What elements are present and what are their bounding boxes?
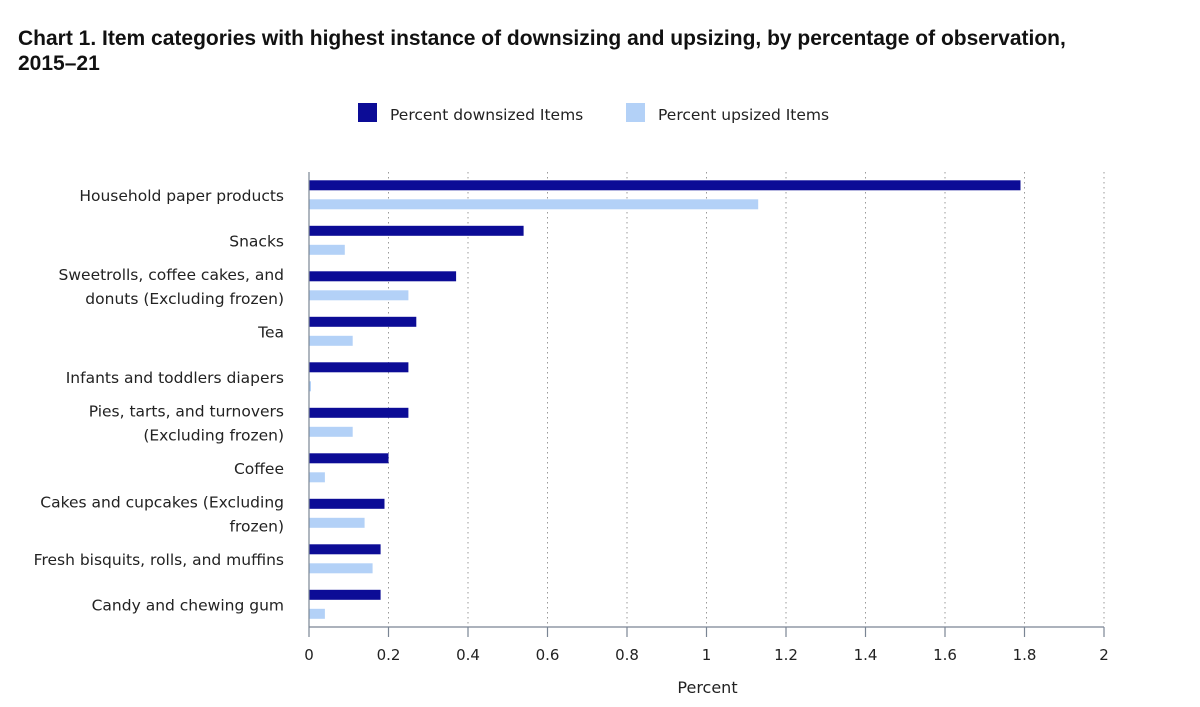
bar-downsized-5	[309, 362, 409, 373]
x-tick-label-0: 0	[304, 646, 314, 664]
bar-upsized-9	[309, 563, 373, 574]
category-label-2: Snacks	[229, 232, 284, 250]
x-tick-label-6: 1.2	[774, 646, 798, 664]
category-label-3: Sweetrolls, coffee cakes, and donuts (Exc…	[59, 266, 284, 308]
bar-downsized-8	[309, 498, 385, 509]
category-label-10: Candy and chewing gum	[92, 596, 284, 614]
x-tick-label-7: 1.4	[854, 646, 878, 664]
bar-upsized-5	[309, 381, 311, 392]
x-tick-label-5: 1	[702, 646, 712, 664]
bars	[309, 180, 1021, 619]
legend-swatch-1	[358, 103, 377, 122]
category-label-8: Cakes and cupcakes (Excluding frozen)	[40, 493, 284, 535]
bar-upsized-6	[309, 426, 353, 437]
bar-downsized-9	[309, 544, 381, 555]
bar-downsized-2	[309, 225, 524, 236]
legend-label-2: Percent upsized Items	[658, 106, 829, 124]
category-label-7: Coffee	[234, 460, 284, 478]
legend-swatch-2	[626, 103, 645, 122]
category-label-5: Infants and toddlers diapers	[66, 369, 284, 387]
category-label-9: Fresh bisquits, rolls, and muffins	[34, 551, 284, 569]
bar-upsized-4	[309, 335, 353, 346]
bar-downsized-6	[309, 407, 409, 418]
bar-upsized-3	[309, 290, 409, 301]
bar-downsized-1	[309, 180, 1021, 191]
bar-downsized-3	[309, 271, 457, 282]
x-tick-label-2: 0.4	[456, 646, 480, 664]
bar-downsized-4	[309, 316, 417, 327]
x-tick-label-4: 0.8	[615, 646, 639, 664]
chart-title: Chart 1. Item categories with highest in…	[18, 27, 1066, 75]
x-axis-title: Percent	[677, 678, 737, 697]
x-tick-label-8: 1.6	[933, 646, 957, 664]
x-tick-label-9: 1.8	[1013, 646, 1037, 664]
x-axis: 0 0.2 0.4 0.6 0.8 1 1.2 1.4 1.6 1.8 2 Percent	[304, 172, 1109, 697]
bar-downsized-10	[309, 589, 381, 600]
legend-label-1: Percent downsized Items	[390, 106, 583, 124]
legend: Percent downsized Items Percent upsized I…	[358, 103, 829, 124]
x-tick-label-3: 0.6	[536, 646, 560, 664]
category-labels: Household paper products Snacks Sweetrolls…	[34, 187, 284, 614]
x-tick-label-1: 0.2	[377, 646, 401, 664]
gridlines	[388, 172, 1105, 627]
bar-upsized-1	[309, 199, 759, 210]
x-tick-label-10: 2	[1099, 646, 1109, 664]
category-label-4: Tea	[257, 323, 284, 341]
bar-upsized-7	[309, 472, 325, 483]
bar-upsized-10	[309, 608, 325, 619]
bar-downsized-7	[309, 453, 389, 464]
category-label-1: Household paper products	[79, 187, 284, 205]
bar-upsized-8	[309, 517, 365, 528]
category-label-6: Pies, tarts, and turnovers (Excluding fro…	[89, 402, 284, 444]
bar-upsized-2	[309, 244, 345, 255]
